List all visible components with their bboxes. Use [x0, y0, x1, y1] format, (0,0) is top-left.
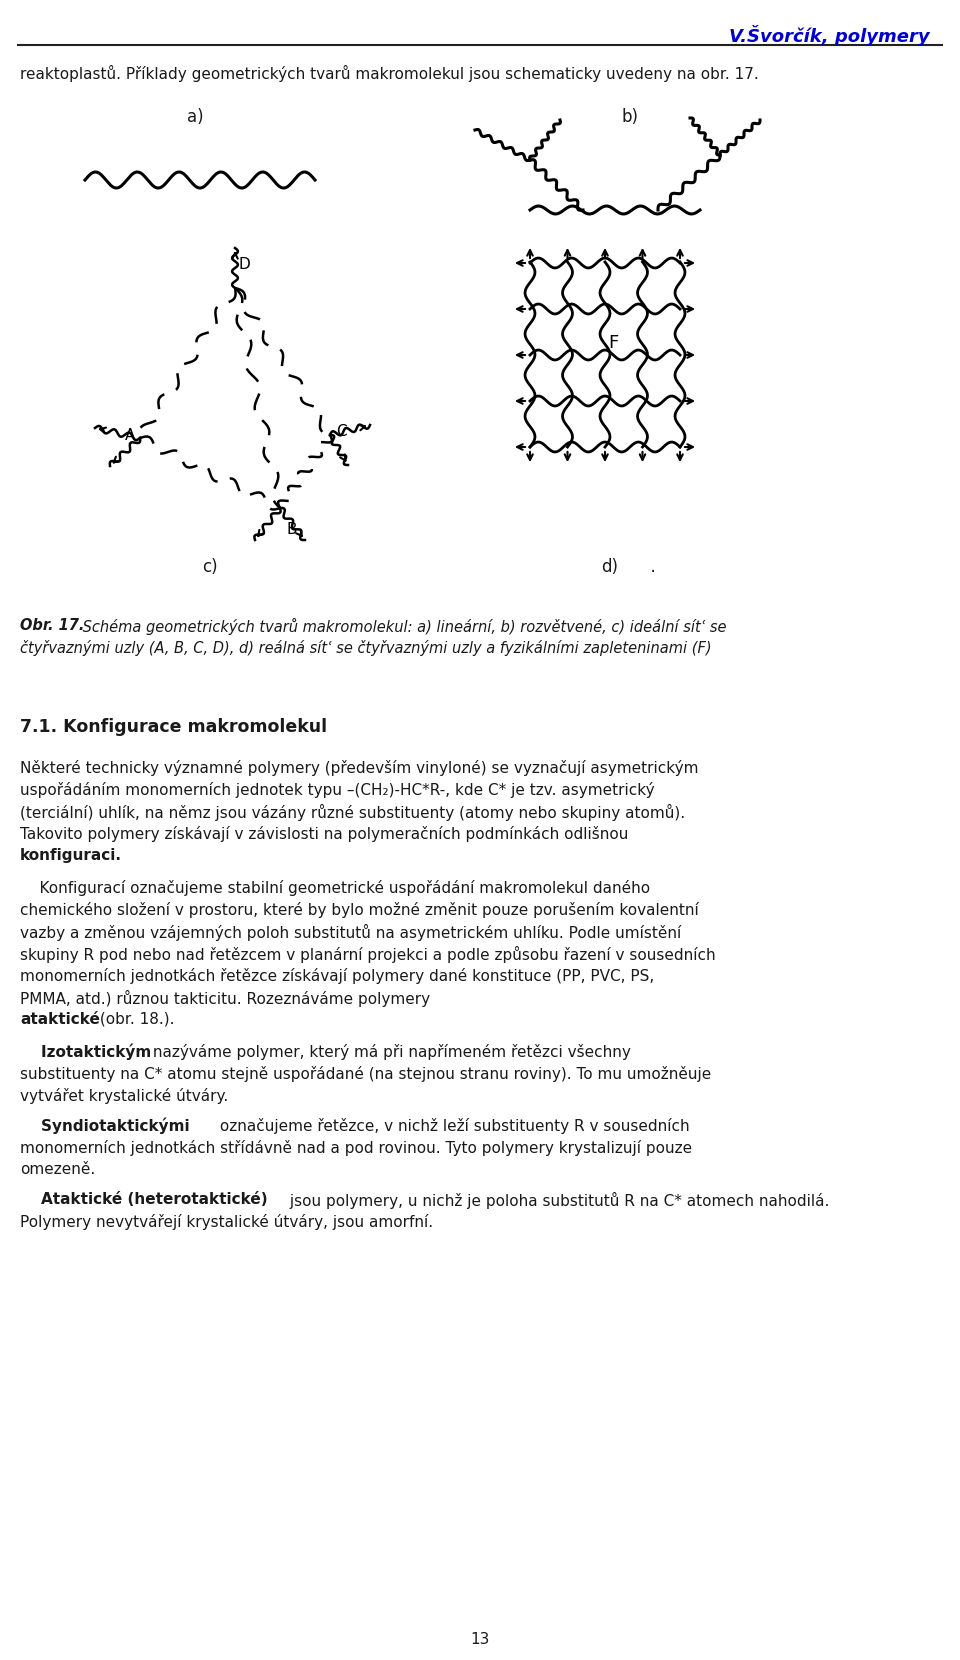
Text: F: F: [608, 334, 618, 352]
Text: označujeme řetězce, v nichž leží substituenty R v sousedních: označujeme řetězce, v nichž leží substit…: [215, 1117, 689, 1134]
Text: skupiny R pod nebo nad řetězcem v planární projekci a podle způsobu řazení v sou: skupiny R pod nebo nad řetězcem v planár…: [20, 946, 715, 963]
Text: monomerních jednotkách střídávně nad a pod rovinou. Tyto polymery krystalizují p: monomerních jednotkách střídávně nad a p…: [20, 1140, 692, 1155]
Text: Schéma geometrických tvarů makromolekul: a) lineární, b) rozvětvené, c) ideální : Schéma geometrických tvarů makromolekul:…: [78, 618, 727, 636]
Text: vazby a změnou vzájemných poloh substitutů na asymetrickém uhlíku. Podle umístěn: vazby a změnou vzájemných poloh substitu…: [20, 925, 682, 941]
Text: Polymery nevytvářejí krystalické útváry, jsou amorfní.: Polymery nevytvářejí krystalické útváry,…: [20, 1213, 433, 1230]
Text: V.Švorčík, polymery: V.Švorčík, polymery: [730, 25, 930, 46]
Text: .: .: [640, 558, 656, 576]
Text: D: D: [238, 257, 250, 272]
Text: PMMA, atd.) různou takticitu. Rozeznáváme polymery: PMMA, atd.) různou takticitu. Rozeznávám…: [20, 989, 430, 1008]
Text: čtyřvaznými uzly (A, B, C, D), d) reálná sítʿ se čtyřvaznými uzly a fyzikálními : čtyřvaznými uzly (A, B, C, D), d) reálná…: [20, 641, 711, 656]
Text: Obr. 17.: Obr. 17.: [20, 618, 84, 632]
Text: Některé technicky významné polymery (především vinyloné) se vyznačují asymetrick: Některé technicky významné polymery (pře…: [20, 760, 699, 775]
Text: omezeně.: omezeně.: [20, 1162, 95, 1177]
Text: Takovito polymery získávají v závislosti na polymeračních podmínkách odlišnou: Takovito polymery získávají v závislosti…: [20, 827, 629, 842]
Text: ataktické: ataktické: [20, 1013, 100, 1028]
Text: vytvářet krystalické útváry.: vytvářet krystalické útváry.: [20, 1087, 228, 1104]
Text: reaktoplastů. Příklady geometrických tvarů makromolekul jsou schematicky uvedeny: reaktoplastů. Příklady geometrických tva…: [20, 65, 758, 81]
Text: monomerních jednotkách řetězce získávají polymery dané konstituce (PP, PVC, PS,: monomerních jednotkách řetězce získávají…: [20, 968, 655, 984]
Text: c): c): [203, 558, 218, 576]
Text: d): d): [602, 558, 618, 576]
Text: A: A: [125, 428, 135, 443]
Text: chemického složení v prostoru, které by bylo možné změnit pouze porušením kovale: chemického složení v prostoru, které by …: [20, 901, 699, 918]
Text: 7.1. Konfigurace makromolekul: 7.1. Konfigurace makromolekul: [20, 719, 327, 735]
Text: jsou polymery, u nichž je poloha substitutů R na C* atomech nahodilá.: jsou polymery, u nichž je poloha substit…: [285, 1192, 829, 1208]
Text: a): a): [186, 108, 204, 126]
Text: (terciální) uhlík, na němz jsou vázány různé substituenty (atomy nebo skupiny at: (terciální) uhlík, na němz jsou vázány r…: [20, 803, 685, 822]
Text: B: B: [286, 521, 297, 536]
Text: uspořádáním monomerních jednotek typu –(CH₂)-HC*R-, kde C* je tzv. asymetrický: uspořádáním monomerních jednotek typu –(…: [20, 782, 655, 798]
Text: substituenty na C* atomu stejně uspořádané (na stejnou stranu roviny). To mu umo: substituenty na C* atomu stejně uspořáda…: [20, 1066, 711, 1082]
Text: konfiguraci.: konfiguraci.: [20, 848, 122, 863]
Text: Izotaktickým: Izotaktickým: [20, 1044, 152, 1061]
Text: Syndiotaktickými: Syndiotaktickými: [20, 1117, 190, 1134]
Text: b): b): [621, 108, 638, 126]
Text: Ataktické (heterotaktické): Ataktické (heterotaktické): [20, 1192, 268, 1207]
Text: (obr. 18.).: (obr. 18.).: [95, 1013, 175, 1028]
Text: Konfigurací označujeme stabilní geometrické uspořádání makromolekul daného: Konfigurací označujeme stabilní geometri…: [20, 880, 650, 896]
Text: C: C: [336, 425, 347, 440]
Text: nazýváme polymer, který má při napřímeném řetězci všechny: nazýváme polymer, který má při napřímené…: [148, 1044, 631, 1061]
Text: 13: 13: [470, 1632, 490, 1647]
